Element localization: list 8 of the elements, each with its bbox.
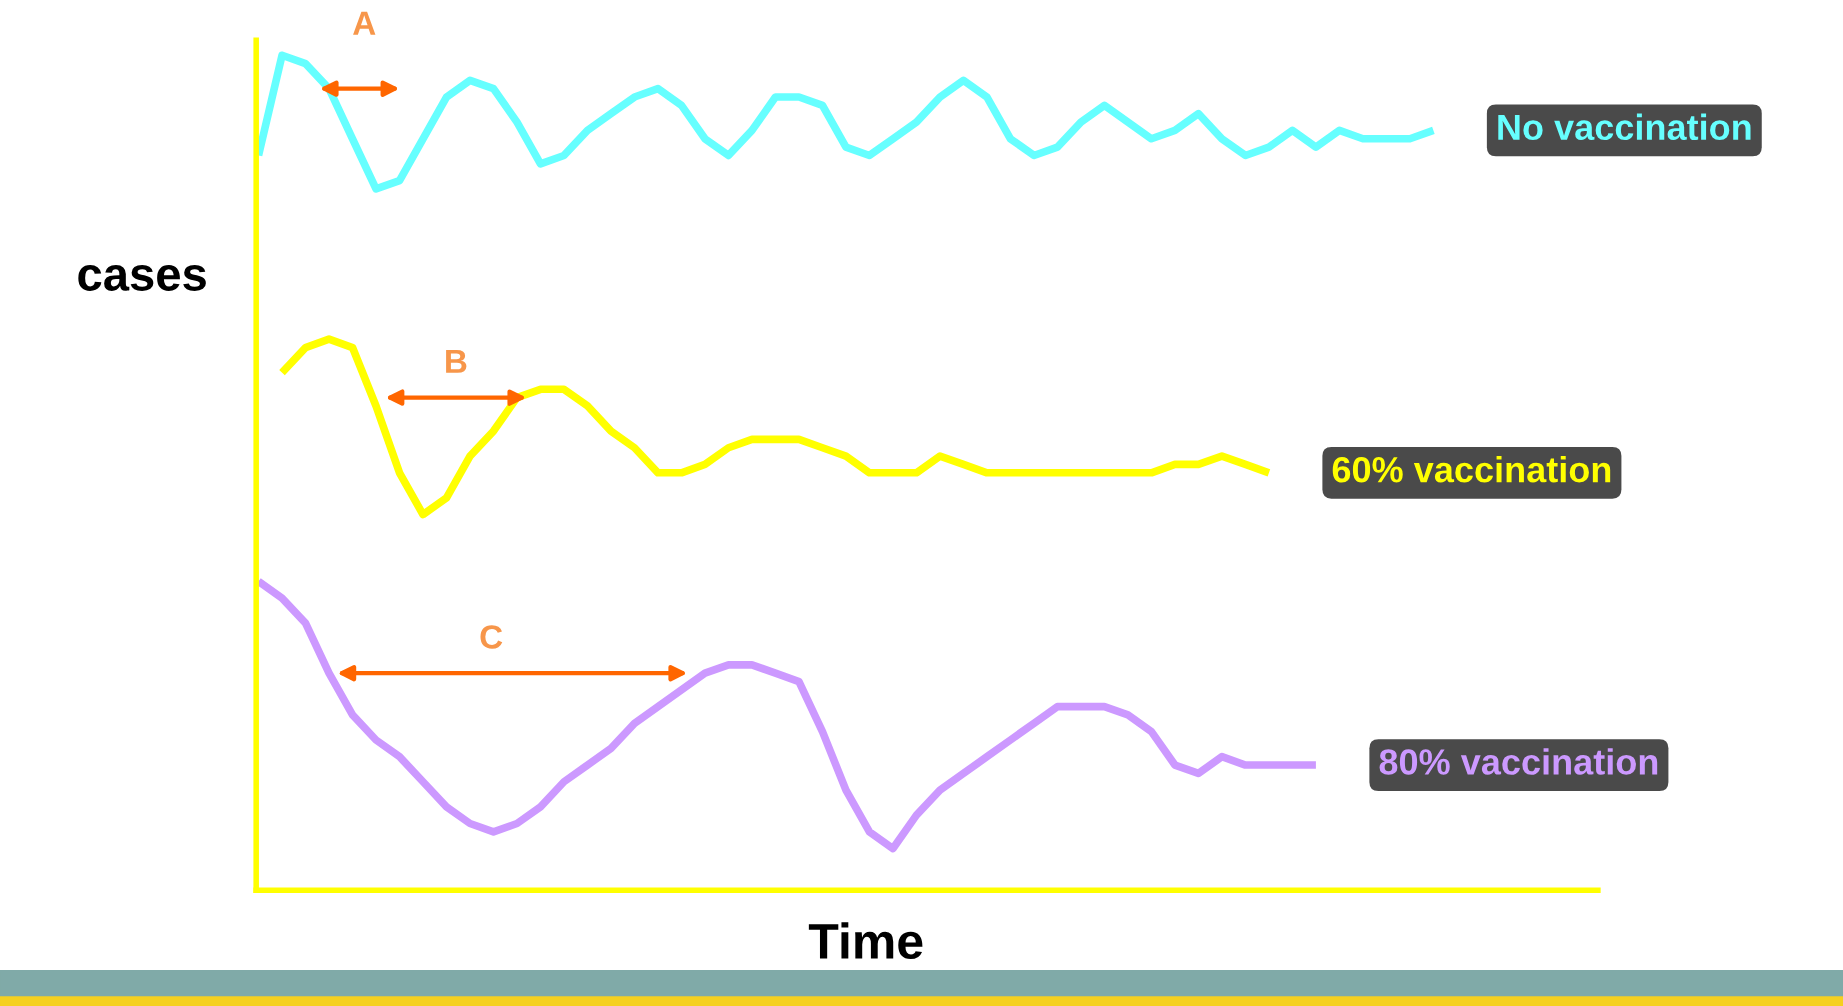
text: A	[353, 11, 376, 35]
series-label: 60% vaccination	[1332, 455, 1611, 483]
annotation: C	[480, 625, 503, 649]
y-axis-title: cases	[78, 265, 206, 291]
annotation: B	[446, 349, 467, 373]
series-label: 80% vaccination	[1379, 748, 1658, 775]
x-axis-title: Time	[808, 922, 923, 960]
series-label: No vaccination	[1498, 113, 1751, 141]
